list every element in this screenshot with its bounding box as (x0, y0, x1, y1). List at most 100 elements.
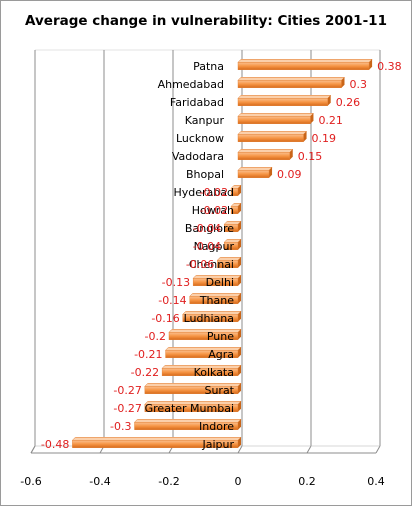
bar-end-face (327, 95, 331, 106)
category-label: Lucknow (176, 132, 224, 145)
bar-end-face (238, 239, 241, 250)
category-label: Chennai (189, 258, 234, 271)
category-label: Vadodara (172, 150, 224, 163)
bar (237, 116, 311, 124)
data-label: -0.13 (162, 276, 190, 289)
category-label: Kolkata (194, 366, 234, 379)
data-label: -0.06 (186, 258, 214, 271)
chart-title: Average change in vulnerability: Cities … (25, 13, 387, 29)
bar-end-face (238, 221, 241, 232)
x-tick-label: -0.6 (20, 475, 41, 488)
gridline-floor (306, 445, 312, 454)
category-label: Surat (204, 384, 234, 397)
data-label: -0.27 (113, 384, 141, 397)
data-label: 0.3 (350, 78, 368, 91)
bar-end-face (238, 329, 241, 340)
data-label: -0.14 (158, 294, 186, 307)
category-label: Faridabad (170, 96, 224, 109)
bar-end-face (238, 347, 241, 358)
bar-end-face (238, 275, 241, 286)
bar-end-face (238, 419, 241, 430)
data-label: -0.3 (110, 420, 131, 433)
bar-end-face (303, 131, 307, 142)
bar (237, 134, 304, 142)
bar-end-face (238, 401, 241, 412)
gridline-floor (375, 445, 381, 454)
bar-end-face (238, 203, 241, 214)
bar (161, 368, 239, 376)
data-label: -0.48 (41, 438, 69, 451)
bar-end-face (341, 77, 345, 88)
bar-top-face (237, 113, 315, 117)
bar-end-face (238, 365, 241, 376)
bar (230, 206, 239, 214)
bar-end-face (238, 293, 241, 304)
bar (144, 386, 239, 394)
bar (144, 404, 239, 412)
bar-end-face (289, 149, 293, 160)
bar-end-face (238, 185, 241, 196)
data-label: -0.22 (131, 366, 159, 379)
bar (237, 80, 342, 88)
bar-end-face (310, 113, 314, 124)
bar-end-face (269, 167, 273, 178)
data-label: -0.02 (200, 186, 228, 199)
bar-end-face (238, 437, 241, 448)
bar (223, 242, 239, 250)
bar-top-face (237, 59, 373, 63)
x-tick-label: -0.4 (89, 475, 110, 488)
data-label: -0.04 (193, 222, 221, 235)
bar (237, 152, 290, 160)
data-label: -0.2 (145, 330, 166, 343)
data-label: -0.27 (113, 402, 141, 415)
category-label: Greater Mumbai (145, 402, 234, 415)
bar (189, 296, 239, 304)
data-label: -0.02 (200, 204, 228, 217)
data-label: -0.16 (151, 312, 179, 325)
bar (192, 278, 239, 286)
bar-top-face (237, 95, 332, 99)
data-label: 0.09 (277, 168, 302, 181)
category-label: Indore (199, 420, 234, 433)
bar (72, 440, 239, 448)
category-label: Banglore (185, 222, 234, 235)
category-label: Nagpur (194, 240, 235, 253)
x-tick-label: 0.4 (367, 475, 385, 488)
gridline-floor (237, 445, 243, 454)
category-label: Hyderabad (174, 186, 235, 199)
category-label: Ludhiana (184, 312, 234, 325)
data-label: 0.26 (336, 96, 361, 109)
bar-end-face (369, 59, 373, 70)
category-label: Pune (207, 330, 234, 343)
category-label: Jaipur (201, 438, 234, 451)
category-label: Thane (199, 294, 234, 307)
bar-end-face (238, 383, 241, 394)
data-label: 0.15 (298, 150, 323, 163)
category-label: Ahmedabad (158, 78, 224, 91)
category-label: Delhi (206, 276, 234, 289)
bar (237, 98, 328, 106)
data-label: 0.21 (318, 114, 343, 127)
bar (134, 422, 239, 430)
category-label: Howrah (192, 204, 234, 217)
x-tick-label: 0 (235, 475, 242, 488)
data-label: -0.21 (134, 348, 162, 361)
category-label: Bhopal (186, 168, 224, 181)
category-label: Agra (208, 348, 234, 361)
bar (237, 62, 370, 70)
data-label: 0.19 (312, 132, 337, 145)
x-tick-label: -0.2 (158, 475, 179, 488)
bar-top-face (237, 167, 273, 171)
bar (223, 224, 239, 232)
bar (230, 188, 239, 196)
data-label: 0.38 (377, 60, 402, 73)
data-label: -0.04 (193, 240, 221, 253)
bar-top-face (237, 149, 294, 153)
category-label: Patna (193, 60, 224, 73)
x-tick-label: 0.2 (298, 475, 316, 488)
bar-top-face (237, 77, 346, 81)
category-label: Kanpur (185, 114, 225, 127)
gridline-floor (30, 445, 36, 454)
